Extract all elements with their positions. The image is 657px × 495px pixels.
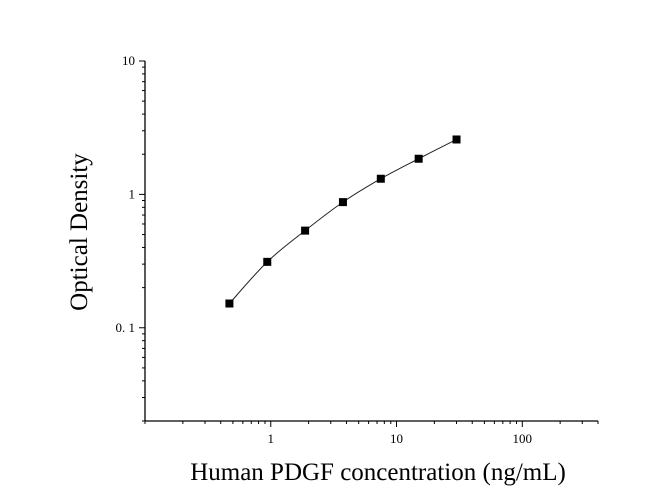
data-point-marker — [263, 257, 272, 266]
x-tick-label: 10 — [390, 431, 403, 446]
y-tick-label: 1 — [129, 186, 136, 201]
x-tick-label: 1 — [268, 431, 275, 446]
series — [225, 135, 461, 308]
data-point-marker — [414, 154, 423, 163]
data-point-marker — [301, 226, 310, 235]
x-axis-title: Human PDGF concentration (ng/mL) — [190, 459, 566, 486]
fit-curve — [229, 139, 457, 304]
data-point-marker — [452, 135, 461, 144]
y-tick-label: 10 — [122, 53, 135, 68]
axes — [144, 61, 598, 422]
x-tick-label: 100 — [513, 431, 533, 446]
data-point-marker — [338, 198, 347, 207]
y-tick-label: 0. 1 — [116, 320, 136, 335]
y-axis-title: Optical Density — [66, 153, 93, 311]
data-point-marker — [225, 299, 234, 308]
data-point-marker — [376, 174, 385, 183]
ticks: 0. 1 1 10 1 10 100 — [116, 53, 599, 446]
